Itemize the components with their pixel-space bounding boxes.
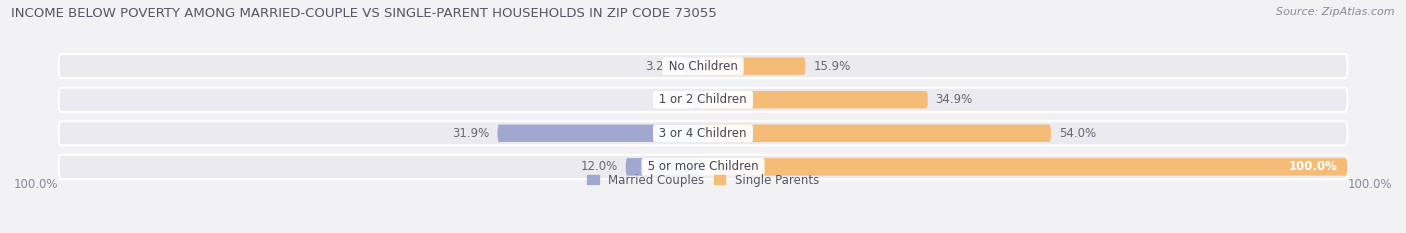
Legend: Married Couples, Single Parents: Married Couples, Single Parents bbox=[586, 174, 820, 187]
Text: 100.0%: 100.0% bbox=[1289, 160, 1337, 173]
Text: 1.5%: 1.5% bbox=[655, 93, 686, 106]
FancyBboxPatch shape bbox=[693, 91, 703, 108]
FancyBboxPatch shape bbox=[498, 125, 703, 142]
FancyBboxPatch shape bbox=[703, 91, 928, 108]
FancyBboxPatch shape bbox=[703, 158, 1347, 176]
FancyBboxPatch shape bbox=[703, 125, 1052, 142]
FancyBboxPatch shape bbox=[59, 121, 1347, 145]
Text: 3.2%: 3.2% bbox=[645, 60, 675, 73]
Text: 1 or 2 Children: 1 or 2 Children bbox=[655, 93, 751, 106]
FancyBboxPatch shape bbox=[703, 57, 806, 75]
Text: 54.0%: 54.0% bbox=[1059, 127, 1095, 140]
Text: 5 or more Children: 5 or more Children bbox=[644, 160, 762, 173]
FancyBboxPatch shape bbox=[682, 57, 703, 75]
FancyBboxPatch shape bbox=[59, 155, 1347, 179]
Text: No Children: No Children bbox=[665, 60, 741, 73]
FancyBboxPatch shape bbox=[59, 88, 1347, 112]
Text: 3 or 4 Children: 3 or 4 Children bbox=[655, 127, 751, 140]
Text: 34.9%: 34.9% bbox=[935, 93, 973, 106]
Text: 100.0%: 100.0% bbox=[14, 178, 58, 191]
Text: 12.0%: 12.0% bbox=[581, 160, 619, 173]
Text: Source: ZipAtlas.com: Source: ZipAtlas.com bbox=[1277, 7, 1395, 17]
Text: 100.0%: 100.0% bbox=[1348, 178, 1392, 191]
Text: 15.9%: 15.9% bbox=[813, 60, 851, 73]
Text: INCOME BELOW POVERTY AMONG MARRIED-COUPLE VS SINGLE-PARENT HOUSEHOLDS IN ZIP COD: INCOME BELOW POVERTY AMONG MARRIED-COUPL… bbox=[11, 7, 717, 20]
FancyBboxPatch shape bbox=[626, 158, 703, 176]
FancyBboxPatch shape bbox=[59, 54, 1347, 78]
Text: 31.9%: 31.9% bbox=[453, 127, 489, 140]
